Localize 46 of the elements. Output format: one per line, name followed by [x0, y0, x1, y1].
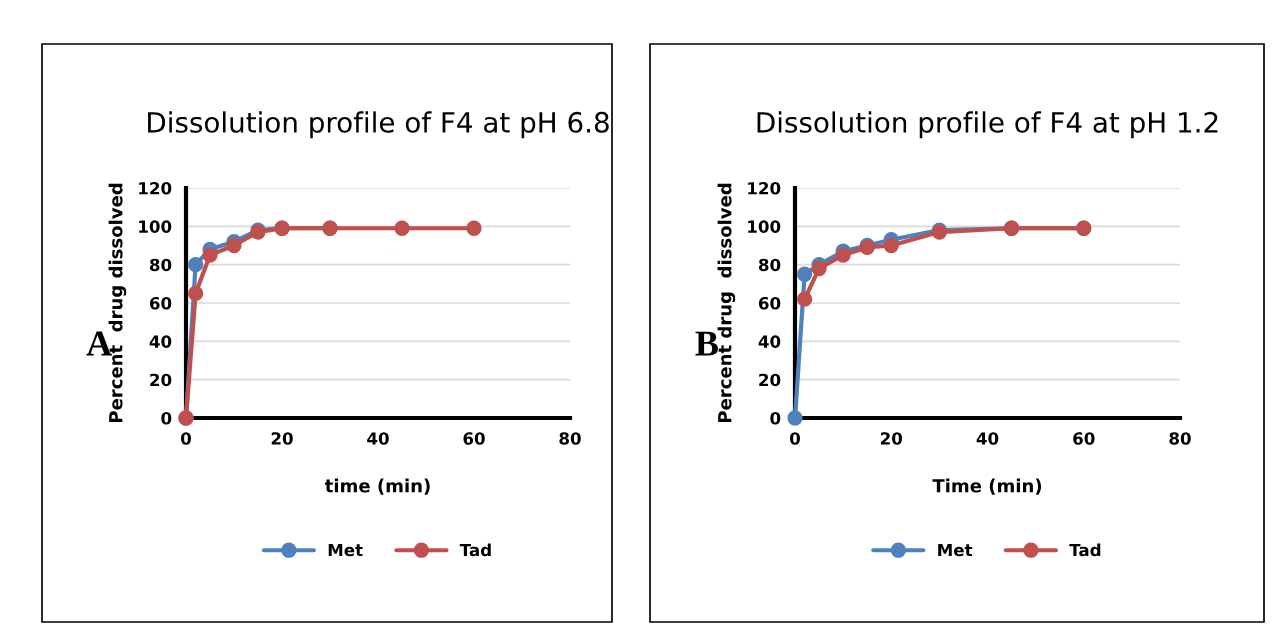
legend-label: Met — [938, 543, 973, 557]
point — [187, 257, 204, 273]
y-tick-label: 20 — [150, 373, 172, 387]
x-tick-label: 20 — [880, 432, 903, 445]
y-axis-title: Percent drug dissolved — [717, 183, 736, 423]
x-tick-label: 80 — [1169, 432, 1191, 445]
y-tick-label: 100 — [748, 220, 781, 233]
point — [835, 247, 851, 263]
legend-label: Tad — [1069, 543, 1101, 557]
point — [883, 237, 899, 254]
x-tick-label: 0 — [790, 432, 800, 445]
point — [202, 247, 218, 263]
y-tick-label: 100 — [139, 220, 172, 233]
chart-title: Dissolution profile of F4 at pH 1.2 — [757, 111, 1218, 139]
legend-label: Met — [328, 543, 363, 557]
text: B — [695, 331, 718, 356]
y-tick-label: 40 — [758, 335, 781, 348]
point — [787, 410, 803, 426]
x-axis-title: time (min) — [324, 478, 430, 495]
x-tick-label: 40 — [367, 432, 389, 445]
point — [187, 285, 204, 302]
x-tick-label: 80 — [559, 432, 581, 445]
x-tick-label: 60 — [1073, 432, 1095, 445]
x-axis-title: Time (min) — [932, 478, 1042, 495]
y-tick-label: 0 — [161, 411, 172, 425]
y-tick-label: 40 — [149, 335, 172, 348]
point — [394, 220, 410, 236]
y-tick-label: 60 — [149, 296, 172, 310]
x-tick-label: 20 — [271, 432, 293, 445]
x-tick-label: 0 — [181, 432, 191, 445]
point — [796, 291, 813, 307]
y-tick-label: 20 — [759, 373, 781, 387]
point — [811, 260, 827, 277]
point — [796, 266, 813, 282]
x-tick-label: 60 — [463, 432, 485, 445]
y-tick-label: 0 — [770, 411, 781, 425]
point — [226, 237, 242, 254]
chart-title: Dissolution profile of F4 at pH 6.8 — [148, 111, 609, 139]
y-tick-label: 120 — [139, 181, 172, 195]
y-tick-label: 80 — [758, 258, 781, 272]
y-tick-label: 60 — [758, 296, 781, 310]
y-tick-label: 80 — [149, 258, 172, 272]
x-tick-label: 40 — [976, 432, 999, 445]
legend-label: Tad — [459, 543, 491, 557]
y-tick-label: 120 — [748, 181, 781, 195]
point — [466, 220, 482, 236]
